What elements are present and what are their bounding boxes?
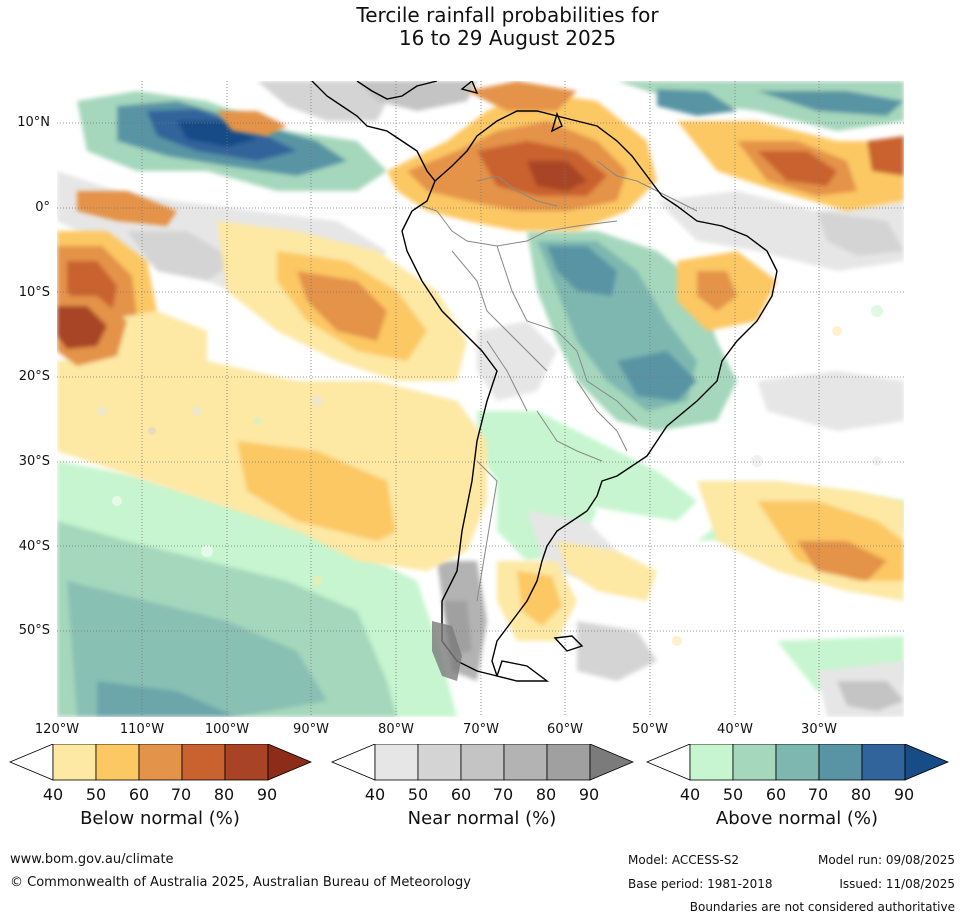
- lat-label-10s: 10°S: [18, 285, 50, 300]
- above-colorbar-segment: [732, 744, 777, 781]
- above-tick: 60: [765, 785, 787, 804]
- above-tick: 50: [722, 785, 744, 804]
- lon-label-40w: 40°W: [717, 722, 753, 737]
- lat-label-40s: 40°S: [18, 539, 50, 554]
- model-run-label: Model run: 09/08/2025: [817, 853, 955, 867]
- above-colorbar-high-arrow: [904, 744, 949, 781]
- probability-map: [57, 81, 904, 717]
- below-colorbar-segment: [52, 744, 97, 781]
- below-colorbar-segment: [181, 744, 226, 781]
- below-colorbar-segment: [224, 744, 269, 781]
- above-normal-title: Above normal (%): [715, 808, 879, 829]
- below-tick: 70: [170, 785, 192, 804]
- lat-label-30s: 30°S: [18, 454, 50, 469]
- lon-label-30w: 30°W: [801, 722, 837, 737]
- near-tick: 80: [535, 785, 557, 804]
- graticule: [57, 81, 904, 717]
- above-colorbar-segment: [818, 744, 863, 781]
- near-colorbar-segment: [546, 744, 591, 781]
- near-colorbar-segment: [460, 744, 505, 781]
- near-tick: 50: [407, 785, 429, 804]
- below-colorbar-segment: [95, 744, 140, 781]
- below-tick: 60: [128, 785, 150, 804]
- above-colorbar-low-arrow: [645, 744, 691, 781]
- above-colorbar-segment: [775, 744, 820, 781]
- near-tick: 90: [578, 785, 600, 804]
- near-tick: 70: [492, 785, 514, 804]
- above-tick: 80: [850, 785, 872, 804]
- below-tick: 90: [256, 785, 278, 804]
- below-normal-title: Below normal (%): [80, 808, 240, 829]
- below-tick: 80: [213, 785, 235, 804]
- below-colorbar-low-arrow: [8, 744, 54, 781]
- field-texture: [97, 305, 883, 646]
- below-colorbar-segment: [138, 744, 183, 781]
- above-colorbar-segment: [689, 744, 734, 781]
- title-line-2: 16 to 29 August 2025: [398, 26, 617, 50]
- near-normal-colorbar: [330, 744, 634, 781]
- below-normal-colorbar: [8, 744, 312, 781]
- lat-label-10n: 10°N: [17, 115, 50, 130]
- lat-label-50s: 50°S: [18, 623, 50, 638]
- copyright-text: © Commonwealth of Australia 2025, Austra…: [10, 875, 471, 890]
- near-tick: 60: [450, 785, 472, 804]
- above-colorbar-segment: [861, 744, 906, 781]
- near-colorbar-segment: [374, 744, 419, 781]
- model-label: Model: ACCESS-S2: [628, 853, 740, 867]
- near-colorbar-high-arrow: [589, 744, 634, 781]
- map-canvas: [57, 81, 904, 717]
- near-tick: 40: [364, 785, 386, 804]
- near-normal-title: Near normal (%): [407, 808, 557, 829]
- above-tick: 70: [807, 785, 829, 804]
- lon-label-50w: 50°W: [632, 722, 668, 737]
- issued-label: Issued: 11/08/2025: [839, 877, 955, 891]
- lon-label-120w: 120°W: [34, 722, 80, 737]
- map-title: Tercile rainfall probabilities for 16 to…: [0, 4, 965, 50]
- country-borders: [421, 160, 698, 602]
- base-period-label: Base period: 1981-2018: [628, 877, 773, 891]
- title-line-1: Tercile rainfall probabilities for: [356, 3, 659, 27]
- near-colorbar-segment: [417, 744, 462, 781]
- near-colorbar-low-arrow: [330, 744, 376, 781]
- lon-label-100w: 100°W: [204, 722, 250, 737]
- lon-label-70w: 70°W: [463, 722, 499, 737]
- below-normal-fields: [57, 81, 904, 641]
- lon-label-60w: 60°W: [547, 722, 583, 737]
- lon-label-90w: 90°W: [293, 722, 329, 737]
- above-tick: 40: [679, 785, 701, 804]
- chile-fjords: [432, 621, 462, 681]
- near-colorbar-segment: [503, 744, 548, 781]
- below-tick: 50: [85, 785, 107, 804]
- lon-label-80w: 80°W: [378, 722, 414, 737]
- lat-label-equator: 0°: [35, 200, 50, 215]
- website-link[interactable]: www.bom.gov.au/climate: [10, 852, 174, 867]
- below-colorbar-high-arrow: [267, 744, 312, 781]
- above-tick: 90: [893, 785, 915, 804]
- boundaries-disclaimer: Boundaries are not considered authoritat…: [689, 900, 955, 914]
- below-tick: 40: [42, 785, 64, 804]
- lat-label-20s: 20°S: [18, 369, 50, 384]
- above-normal-colorbar: [645, 744, 949, 781]
- lon-label-110w: 110°W: [119, 722, 165, 737]
